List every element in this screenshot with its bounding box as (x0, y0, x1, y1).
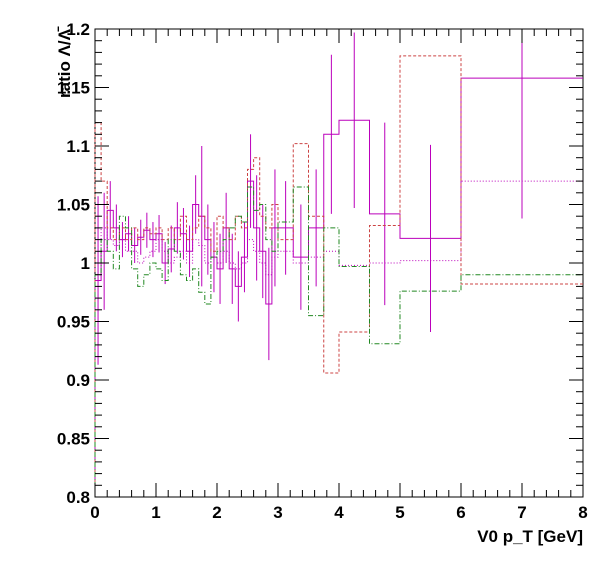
y-tick-label: 0.8 (66, 488, 90, 507)
x-tick-label: 3 (273, 503, 282, 522)
y-tick-label: 1.1 (66, 137, 90, 156)
y-tick-label: 0.9 (66, 371, 90, 390)
x-tick-label: 8 (578, 503, 587, 522)
series-dashdot (94, 186, 583, 497)
x-tick-label: 7 (517, 503, 526, 522)
y-tick-label: 1.05 (57, 196, 90, 215)
axes-layer: 0 1 2 3 4 5 6 7 8 0.8 0.85 0.9 0.95 1 1.05 1.1 1.15 1.2 (57, 20, 588, 522)
series-step-line (94, 77, 583, 497)
series-solid-with-errors (94, 29, 583, 497)
y-axis-title: ratio Λ/Λ̄ (55, 26, 74, 98)
y-tick-label: 1.2 (66, 20, 90, 39)
x-tick-label: 5 (395, 503, 404, 522)
x-tick-label: 1 (151, 503, 160, 522)
series-layer (94, 29, 583, 497)
y-tick-label: 1.15 (57, 79, 90, 98)
y-tick-label: 0.85 (57, 430, 90, 449)
x-tick-label: 0 (90, 503, 99, 522)
y-tick-label: 1 (81, 254, 90, 273)
x-tick-label: 4 (334, 503, 344, 522)
y-tick-label: 0.95 (57, 313, 90, 332)
x-axis-title: V0 p_T [GeV] (477, 527, 583, 546)
x-tick-label: 6 (456, 503, 465, 522)
x-tick-label: 2 (212, 503, 221, 522)
series-step-line (94, 186, 583, 497)
